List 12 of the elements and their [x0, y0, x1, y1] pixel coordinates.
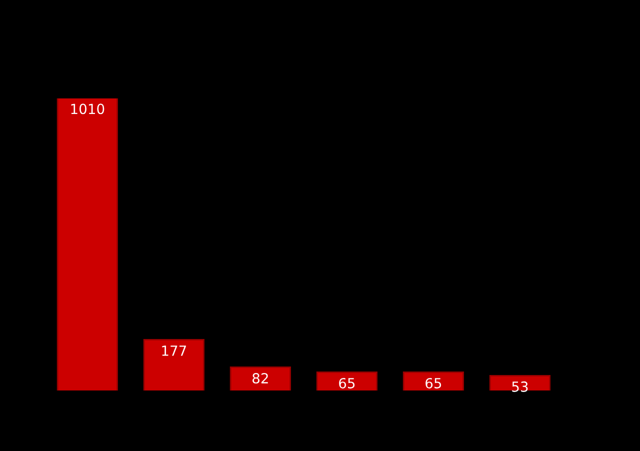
- bar: [489, 374, 550, 392]
- bar: [56, 98, 118, 392]
- data-label: 53: [512, 381, 528, 392]
- data-label: 177: [162, 346, 186, 356]
- data-label: 65: [426, 378, 442, 388]
- data-label: 1010: [71, 104, 104, 114]
- data-label: 82: [252, 373, 268, 384]
- bar: [316, 371, 378, 392]
- bar: [230, 366, 291, 392]
- data-label: 65: [339, 378, 355, 388]
- bar: [402, 371, 464, 392]
- bar: [143, 338, 204, 392]
